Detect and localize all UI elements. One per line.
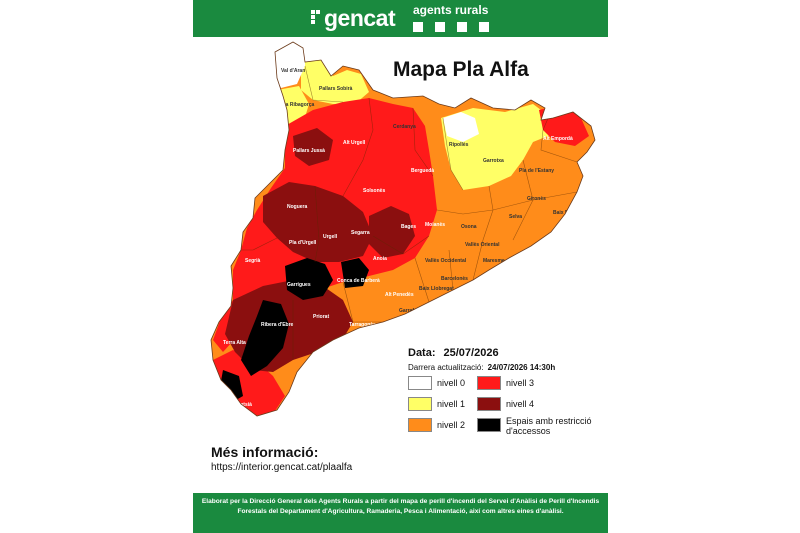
label-moianes: Moianès: [425, 222, 445, 228]
comarca-borders: [241, 65, 578, 360]
label-anoia: Anoia: [373, 256, 387, 262]
label-segarra: Segarra: [351, 230, 370, 236]
update-info: Darrera actualització: 24/07/2026 14:30h: [408, 363, 555, 372]
legend-label-restriccio: Espais amb restricció d'accessos: [506, 416, 592, 436]
label-garraf: Garraf: [399, 308, 414, 314]
label-barcelones: Barcelonès: [441, 276, 468, 282]
level-4-region-noguera: [263, 182, 373, 262]
label-garrotxa: Garrotxa: [483, 158, 504, 164]
date-value: 25/07/2026: [443, 347, 499, 359]
label-maresme: Maresme: [483, 258, 505, 264]
more-info-link[interactable]: https://interior.gencat.cat/plaalfa: [211, 462, 353, 473]
legend-swatch-nivell-3: [477, 376, 501, 390]
update-value: 24/07/2026 14:30h: [487, 363, 556, 372]
label-tarragones: Tarragonès: [349, 322, 376, 328]
label-osona: Osona: [461, 224, 477, 230]
update-label: Darrera actualització:: [408, 363, 484, 372]
label-ripolles: Ripollès: [449, 142, 469, 148]
label-baix-emporda: Baix Empordà: [553, 210, 587, 216]
label-pallars-jussa: Pallars Jussà: [293, 148, 325, 154]
legend-swatch-nivell-4: [477, 397, 501, 411]
label-cerdanya: Cerdanya: [393, 124, 416, 130]
label-alt-urgell: Alt Urgell: [343, 140, 366, 146]
level-0-region-aran: [271, 42, 305, 88]
label-pallars-sobira: Pallars Sobirà: [319, 86, 353, 92]
catalonia-map: Val d'Aran Pallars Sobirà Alta Ribagorça…: [210, 41, 596, 417]
poster: gencat agents rurals Mapa Pla Alfa: [193, 0, 608, 533]
legend-label-nivell-3: nivell 3: [506, 378, 535, 388]
header-bar: gencat agents rurals: [193, 0, 608, 37]
level-4-region-centre: [369, 206, 415, 258]
label-valles-occidental: Vallès Occidental: [425, 258, 467, 264]
label-ribera-ebre: Ribera d'Ebre: [261, 322, 294, 328]
legend-label-nivell-2: nivell 2: [437, 420, 466, 430]
label-selva: Selva: [509, 214, 522, 220]
label-baix-llobregat: Baix Llobregat: [419, 286, 454, 292]
level-0-region-ripolles: [443, 112, 479, 142]
restricted-area-1: [285, 258, 333, 300]
label-noguera: Noguera: [287, 204, 308, 210]
label-garrigues: Garrigues: [287, 282, 311, 288]
legend-label-nivell-1: nivell 1: [437, 399, 466, 409]
label-priorat: Priorat: [313, 314, 329, 320]
header-squares-icon: [413, 19, 501, 37]
label-alta-ribagorca: Alta Ribagorça: [279, 102, 315, 108]
more-info-title: Més informació:: [211, 444, 319, 460]
map-title: Mapa Pla Alfa: [393, 58, 529, 81]
restricted-area-3: [241, 300, 289, 376]
label-bergueda: Berguedà: [411, 168, 434, 174]
label-solsones: Solsonès: [363, 188, 385, 194]
legend-label-nivell-4: nivell 4: [506, 399, 535, 409]
label-alt-penedes: Alt Penedès: [385, 292, 414, 298]
level-4-region-pallars: [293, 128, 333, 166]
restricted-area-2: [341, 258, 369, 288]
gencat-logo-icon: [311, 10, 325, 26]
legend-swatch-restriccio: [477, 418, 501, 432]
label-girones: Gironès: [527, 196, 546, 202]
level-1-region-pallars: [301, 58, 369, 104]
label-bages: Bages: [401, 224, 416, 230]
label-conca-barbera: Conca de Barberà: [337, 278, 380, 284]
date-label: Data:: [408, 347, 436, 359]
brand-name: gencat: [324, 5, 396, 31]
label-segria: Segrià: [245, 258, 261, 264]
legend-swatch-nivell-2: [408, 418, 432, 432]
header-subtitle: agents rurals: [413, 3, 489, 17]
label-valles-oriental: Vallès Oriental: [465, 242, 500, 248]
legend-swatch-nivell-1: [408, 397, 432, 411]
date-info: Data: 25/07/2026: [408, 347, 499, 359]
legend-swatch-nivell-0: [408, 376, 432, 390]
label-urgell: Urgell: [323, 234, 338, 240]
footer-credits: Elaborat per la Direcció General dels Ag…: [193, 493, 608, 533]
catalonia-outline: [210, 41, 596, 417]
label-val-daran: Val d'Aran: [281, 68, 305, 74]
label-terra-alta: Terra Alta: [223, 340, 246, 346]
label-alt-emporda: Alt Empordà: [543, 136, 573, 142]
label-pla-urgell: Pla d'Urgell: [289, 240, 317, 246]
label-pla-estany: Pla de l'Estany: [519, 168, 554, 174]
legend-label-nivell-0: nivell 0: [437, 378, 466, 388]
